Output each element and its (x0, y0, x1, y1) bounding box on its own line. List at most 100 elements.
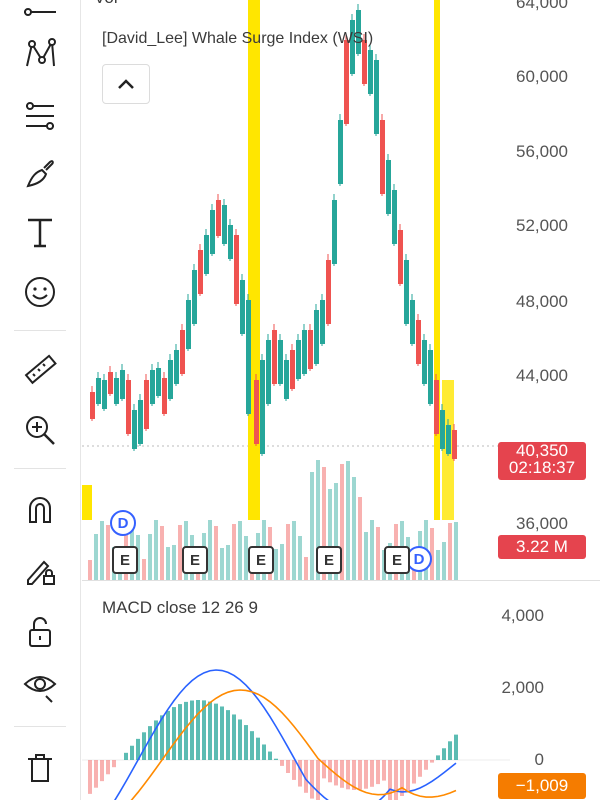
candle-body (434, 380, 439, 434)
candle-body (440, 410, 445, 449)
horizontal-line-tool[interactable] (18, 0, 62, 34)
candle-body (296, 340, 301, 379)
macd-histogram-bar (412, 760, 416, 784)
volume-bar (88, 560, 92, 580)
volume-bar (136, 535, 140, 580)
candle-body (446, 425, 451, 454)
macd-histogram-bar (406, 760, 410, 790)
candle-body (126, 380, 131, 434)
candle-body (180, 330, 185, 374)
volume-bar (304, 557, 308, 580)
macd-histogram-bar (130, 745, 134, 760)
macd-tick: 2,000 (501, 678, 544, 697)
candle-body (114, 378, 119, 404)
dividend-marker[interactable]: D (110, 510, 136, 536)
delete-tool[interactable] (18, 746, 62, 790)
zoom-in-tool[interactable] (18, 408, 62, 452)
volume-label: Vol (94, 0, 118, 8)
macd-histogram-bar (172, 707, 176, 760)
candle-body (192, 270, 197, 324)
macd-histogram-bar (88, 760, 92, 794)
volume-bar (436, 550, 440, 580)
indicator-title: [David_Lee] Whale Surge Index (WSI) (102, 30, 374, 47)
ruler-tool[interactable] (18, 348, 62, 392)
candle-body (246, 300, 251, 414)
candle-body (290, 350, 295, 389)
lock-drawings-tool[interactable] (18, 548, 62, 592)
volume-bar (454, 522, 458, 580)
chart-area[interactable]: Vol [David_Lee] Whale Surge Index (WSI) … (82, 0, 600, 800)
volume-bar (352, 477, 356, 580)
volume-bar (376, 527, 380, 580)
collapse-button[interactable] (102, 64, 150, 104)
macd-histogram-bar (388, 760, 392, 800)
candle-body (320, 300, 325, 344)
volume-bar (100, 521, 104, 580)
candle-body (96, 378, 101, 404)
earnings-marker[interactable]: E (112, 546, 138, 574)
macd-histogram-bar (370, 760, 374, 787)
candle-body (278, 340, 283, 384)
drawing-toolbar (0, 0, 81, 800)
macd-histogram-bar (346, 760, 350, 790)
macd-histogram-bar (394, 760, 398, 800)
macd-histogram-bar (100, 760, 104, 782)
macd-histogram-bar (448, 741, 452, 760)
unlock-tool[interactable] (18, 610, 62, 654)
earnings-marker[interactable]: E (182, 546, 208, 574)
fib-tool[interactable] (18, 94, 62, 138)
earnings-marker[interactable]: E (316, 546, 342, 574)
macd-histogram-bar (418, 760, 422, 777)
brush-tool[interactable] (18, 152, 62, 196)
volume-bar (172, 545, 176, 580)
magnet-icon (29, 497, 51, 523)
pattern-icon (26, 38, 56, 67)
macd-histogram-bar (286, 760, 290, 774)
candle-body (362, 40, 367, 84)
macd-histogram-bar (298, 760, 302, 787)
candle-body (350, 20, 355, 74)
macd-histogram-bar (256, 737, 260, 760)
macd-histogram-bar (142, 732, 146, 760)
candle-body (428, 350, 433, 404)
price-axis[interactable]: 64,000 60,000 56,000 52,000 48,000 44,00… (510, 0, 600, 580)
earnings-marker[interactable]: E (248, 546, 274, 574)
toolbar-divider (14, 468, 66, 469)
toolbar-divider (14, 726, 66, 727)
candle-body (272, 330, 277, 384)
volume-bar (334, 483, 338, 580)
macd-histogram-bar (322, 760, 326, 779)
macd-histogram-bar (280, 760, 284, 766)
candle-body (404, 260, 409, 324)
pane-divider[interactable] (82, 580, 600, 581)
candle-body (326, 260, 331, 324)
volume-bar (154, 520, 158, 580)
volume-bar (340, 464, 344, 580)
macd-histogram-bar (148, 726, 152, 760)
volume-bar (214, 526, 218, 580)
volume-bar (328, 489, 332, 580)
candle-body (284, 360, 289, 399)
toolbar-divider (14, 330, 66, 331)
candle-body (416, 320, 421, 364)
pattern-tool[interactable] (18, 32, 62, 76)
zoom-in-icon (26, 416, 55, 445)
text-tool[interactable] (18, 210, 62, 254)
earnings-marker[interactable]: E (384, 546, 410, 574)
candle-body (260, 360, 265, 454)
volume-bar (160, 526, 164, 580)
magnet-tool[interactable] (18, 488, 62, 532)
candle-body (102, 380, 107, 409)
hide-drawings-tool[interactable] (18, 664, 62, 708)
volume-bar (208, 520, 212, 580)
candle-body (338, 120, 343, 184)
volume-bar (226, 545, 230, 580)
macd-histogram-bar (292, 760, 296, 780)
emoji-tool[interactable] (18, 270, 62, 314)
macd-histogram-bar (112, 760, 116, 768)
macd-histogram-bar (340, 760, 344, 788)
price-tick: 36,000 (516, 514, 568, 533)
candle-body (314, 310, 319, 364)
volume-bar (322, 467, 326, 580)
macd-histogram-bar (124, 752, 128, 760)
